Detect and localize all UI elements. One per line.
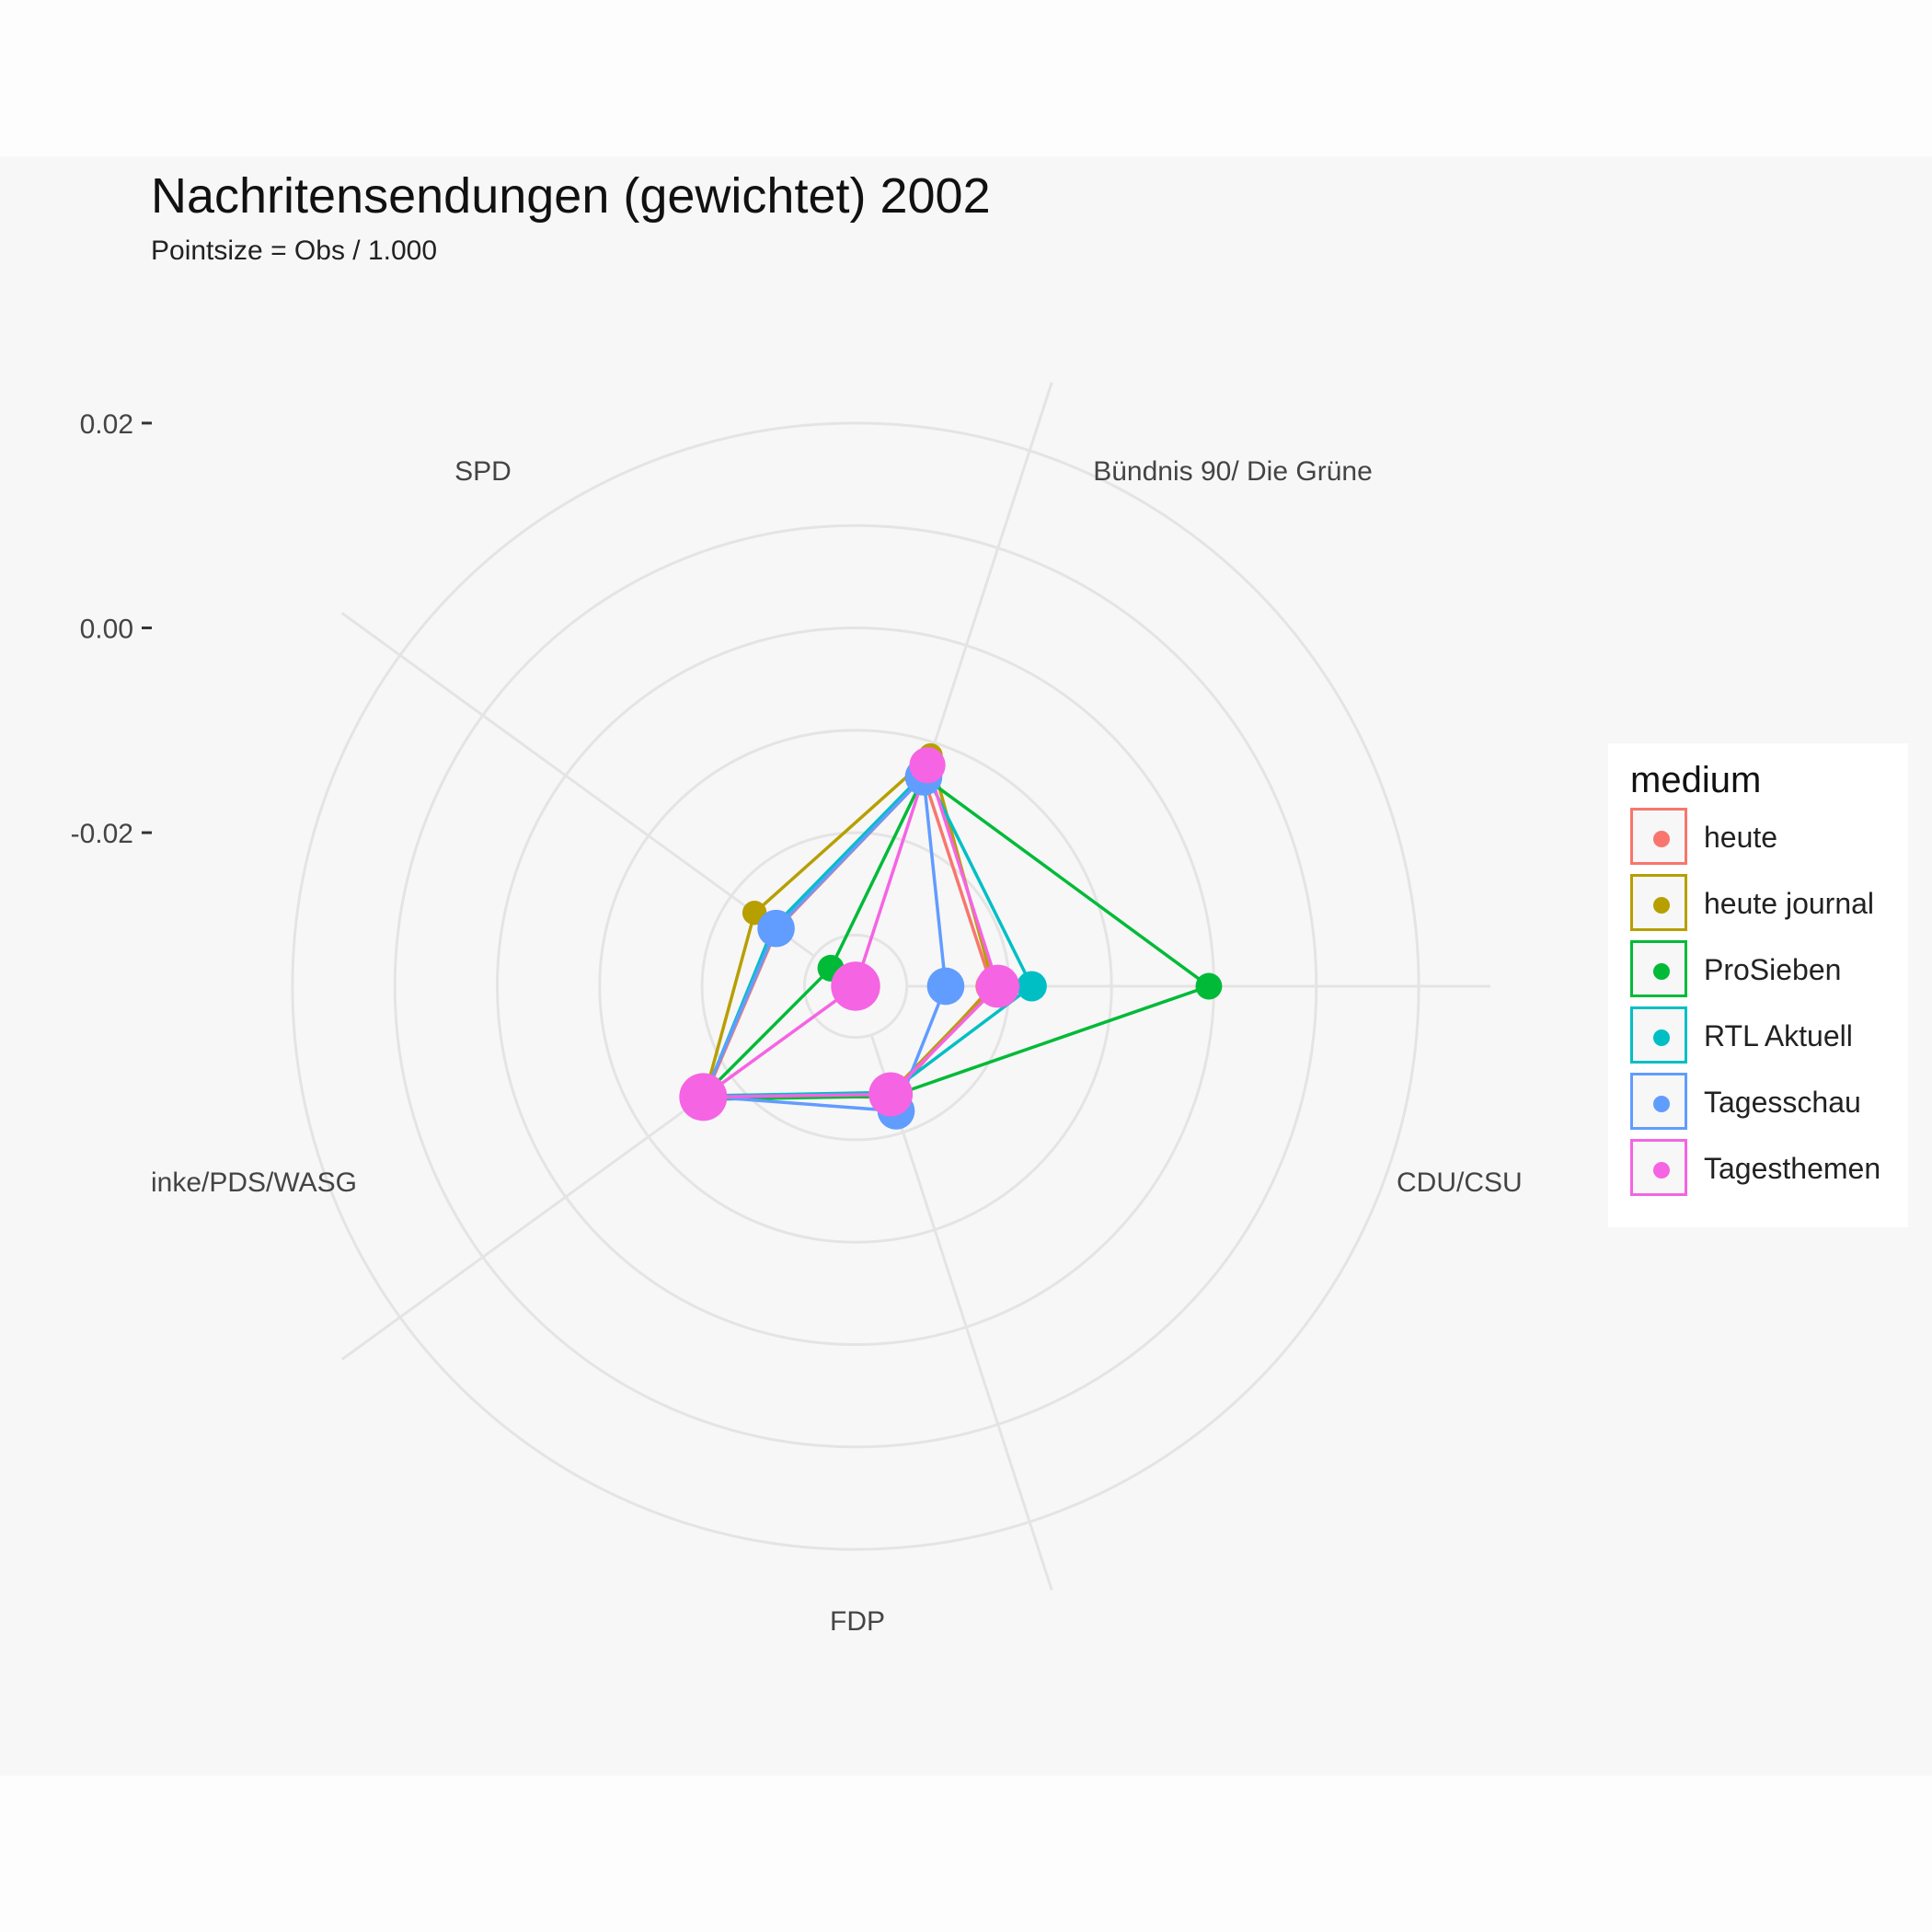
radial-tick-label-1: 0.00 bbox=[80, 614, 133, 644]
legend: medium heute heute journal ProSieben RTL Ak… bbox=[1608, 743, 1908, 1227]
chart-title: Nachritensendungen (gewichtet) 2002 bbox=[151, 168, 991, 224]
legend-key bbox=[1630, 874, 1687, 931]
axis-label-4: inke/PDS/WASG bbox=[151, 1167, 357, 1198]
legend-key bbox=[1630, 940, 1687, 997]
data-point-tagesthemen-2 bbox=[976, 964, 1020, 1008]
axis-label-1: Bündnis 90/ Die Grüne bbox=[1093, 456, 1373, 487]
data-point-tagesschau-2 bbox=[926, 967, 965, 1006]
legend-item-heute-journal: heute journal bbox=[1630, 874, 1906, 935]
legend-label: RTL Aktuell bbox=[1704, 1019, 1853, 1052]
data-point-rtl-aktuell-2 bbox=[1016, 971, 1047, 1002]
legend-label: heute journal bbox=[1704, 887, 1875, 920]
axis-label-0: SPD bbox=[454, 456, 512, 487]
legend-item-heute: heute bbox=[1630, 808, 1906, 868]
data-point-tagesthemen-0 bbox=[831, 961, 880, 1011]
legend-dot-icon bbox=[1653, 963, 1670, 980]
legend-item-prosieben: ProSieben bbox=[1630, 940, 1906, 1001]
legend-key bbox=[1630, 1073, 1687, 1130]
legend-dot-icon bbox=[1653, 1162, 1670, 1179]
axis-labels: SPD Bündnis 90/ Die Grüne CDU/CSU FDP inke/P… bbox=[151, 456, 1523, 1637]
series-line-heute-journal bbox=[702, 753, 996, 1098]
legend-dot-icon bbox=[1653, 1096, 1670, 1112]
legend-dot-icon bbox=[1653, 897, 1670, 914]
legend-title: medium bbox=[1630, 760, 1762, 800]
legend-label: ProSieben bbox=[1704, 953, 1842, 986]
data-point-tagesthemen-1 bbox=[909, 747, 946, 784]
data-point-prosieben-2 bbox=[1195, 972, 1223, 1000]
legend-dot-icon bbox=[1653, 1029, 1670, 1046]
radial-ticks: -0.02 0.00 0.02 bbox=[71, 409, 152, 849]
legend-item-tagesthemen: Tagesthemen bbox=[1630, 1139, 1906, 1200]
legend-item-rtl-aktuell: RTL Aktuell bbox=[1630, 1006, 1906, 1067]
legend-key bbox=[1630, 808, 1687, 865]
radial-tick-label-0: -0.02 bbox=[71, 819, 133, 849]
series-line-tagesschau bbox=[701, 773, 948, 1113]
axis-spokes bbox=[340, 382, 1490, 1591]
axis-label-2: CDU/CSU bbox=[1397, 1167, 1523, 1198]
data-point-tagesthemen-4 bbox=[679, 1073, 728, 1121]
axis-spoke-0 bbox=[340, 612, 815, 958]
series-layer bbox=[679, 742, 1223, 1130]
data-point-tagesthemen-3 bbox=[868, 1072, 914, 1117]
series-line-tagesthemen bbox=[697, 759, 1000, 1099]
radial-tick-label-2: 0.02 bbox=[80, 409, 133, 440]
legend-dot-icon bbox=[1653, 831, 1670, 847]
chart-subtitle: Pointsize = Obs / 1.000 bbox=[151, 236, 438, 266]
legend-label: Tagesschau bbox=[1704, 1086, 1861, 1119]
data-point-tagesschau-0 bbox=[757, 909, 795, 948]
legend-item-tagesschau: Tagesschau bbox=[1630, 1073, 1906, 1133]
radar-chart: SPD Bündnis 90/ Die Grüne CDU/CSU FDP inke/P… bbox=[71, 382, 1523, 1637]
legend-key bbox=[1630, 1139, 1687, 1196]
legend-label: Tagesthemen bbox=[1704, 1152, 1881, 1185]
axis-label-3: FDP bbox=[830, 1606, 885, 1637]
legend-label: heute bbox=[1704, 821, 1778, 854]
series-line-prosieben bbox=[696, 774, 1213, 1101]
legend-key bbox=[1630, 1006, 1687, 1064]
